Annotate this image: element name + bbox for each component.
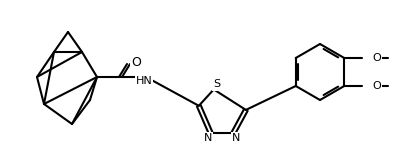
Text: S: S (213, 79, 220, 89)
Text: N: N (204, 133, 212, 143)
Text: O: O (372, 81, 381, 91)
Text: N: N (232, 133, 240, 143)
Text: O: O (372, 53, 381, 63)
Text: O: O (131, 55, 141, 69)
Text: HN: HN (135, 76, 152, 86)
